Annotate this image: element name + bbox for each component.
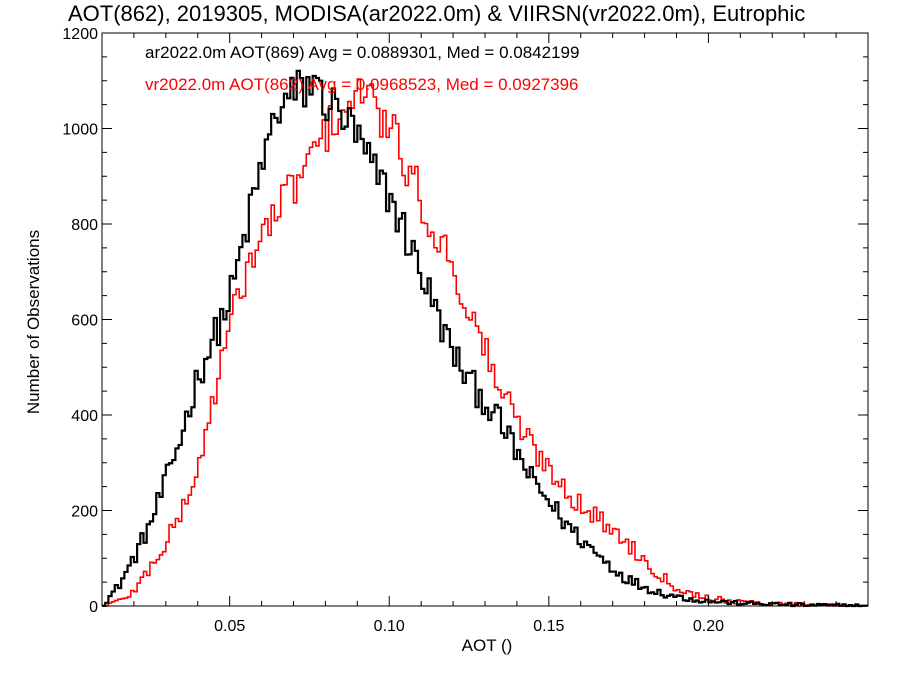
x-axis-label: AOT () [461, 636, 513, 655]
plot-frame [101, 32, 869, 607]
chart-title: AOT(862), 2019305, MODISA(ar2022.0m) & V… [68, 1, 806, 26]
tick-layer: 0.05 0.10 0.15 0.20 0 200 400 600 800 1000 1200 [62, 26, 869, 635]
legend-entry-viirsn: vr2022.0m AOT(862) Avg = 0.0968523, Med … [145, 75, 579, 94]
y-tick-label: 1200 [62, 26, 98, 43]
x-tick-label: 0.10 [374, 618, 405, 635]
x-tick-label: 0.20 [693, 618, 724, 635]
x-tick-label: 0.05 [214, 618, 245, 635]
legend-entry-modisa: ar2022.0m AOT(869) Avg = 0.0889301, Med … [145, 43, 580, 62]
y-axis-label: Number of Observations [24, 229, 43, 415]
y-tick-label: 800 [71, 217, 98, 234]
y-tick-label: 400 [71, 408, 98, 425]
y-tick-label: 600 [71, 313, 98, 330]
y-tick-label: 0 [89, 599, 98, 616]
y-tick-label: 1000 [62, 122, 98, 139]
y-tick-label: 200 [71, 504, 98, 521]
series-layer [102, 69, 868, 608]
x-tick-label: 0.15 [533, 618, 564, 635]
